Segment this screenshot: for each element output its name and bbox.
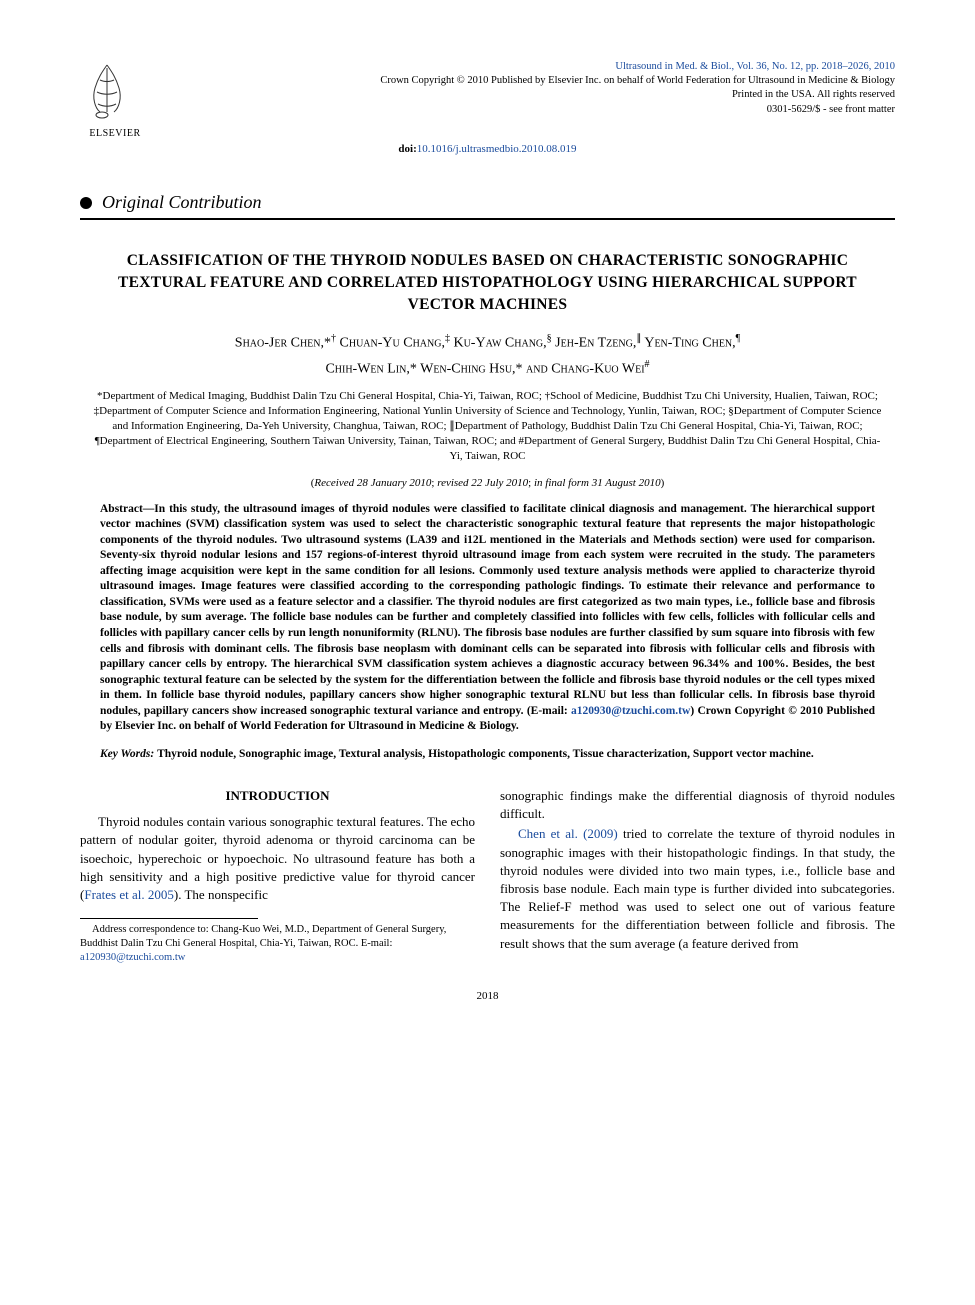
abstract: Abstract—In this study, the ultrasound i… [100,502,875,735]
journal-reference: Ultrasound in Med. & Biol., Vol. 36, No.… [80,60,895,74]
body-text: tried to correlate the texture of thyroi… [500,826,895,950]
article-title: CLASSIFICATION OF THE THYROID NODULES BA… [100,250,875,315]
introduction-heading: INTRODUCTION [80,787,475,805]
article-dates: (Received 28 January 2010; revised 22 Ju… [80,476,895,490]
page-header: ELSEVIER Ultrasound in Med. & Biol., Vol… [80,60,895,156]
body-columns: INTRODUCTION Thyroid nodules contain var… [80,787,895,964]
doi-label: doi: [398,143,416,155]
issn-line: 0301-5629/$ - see front matter [80,103,895,117]
bullet-icon [80,197,92,209]
abstract-email-link[interactable]: a120930@tzuchi.com.tw [571,705,690,717]
abstract-text: In this study, the ultrasound images of … [100,503,875,717]
page-number: 2018 [80,989,895,1003]
date-final: in final form 31 August 2010 [534,477,661,489]
body-text: sonographic findings make the differenti… [500,788,895,821]
body-paragraph: Chen et al. (2009) tried to correlate th… [500,825,895,952]
date-revised: revised 22 July 2010 [437,477,528,489]
section-type: Original Contribution [102,191,262,214]
header-meta: Ultrasound in Med. & Biol., Vol. 36, No.… [80,60,895,117]
printed-line: Printed in the USA. All rights reserved [80,88,895,102]
footnote-text: Address correspondence to: Chang-Kuo Wei… [80,924,446,949]
affiliations: *Department of Medical Imaging, Buddhist… [90,389,885,463]
citation-link[interactable]: Frates et al. 2005 [84,887,174,902]
copyright-line: Crown Copyright © 2010 Published by Else… [80,74,895,88]
keywords: Key Words: Thyroid nodule, Sonographic i… [100,747,875,763]
publisher-logo-block: ELSEVIER [80,60,150,140]
author-list: Shao-Jer Chen,*† Chuan-Yu Chang,‡ Ku-Yaw… [80,330,895,381]
publisher-name: ELSEVIER [80,127,150,140]
body-paragraph: sonographic findings make the differenti… [500,787,895,823]
correspondence-footnote: Address correspondence to: Chang-Kuo Wei… [80,923,475,964]
citation-link[interactable]: Chen et al. (2009) [518,826,618,841]
date-received: Received 28 January 2010 [314,477,431,489]
footnote-divider [80,918,258,919]
keywords-text: Thyroid nodule, Sonographic image, Textu… [157,748,814,760]
keywords-label: Key Words: [100,748,157,760]
footnote-email-link[interactable]: a120930@tzuchi.com.tw [80,952,185,963]
body-paragraph: Thyroid nodules contain various sonograp… [80,813,475,904]
doi-line: doi:10.1016/j.ultrasmedbio.2010.08.019 [80,142,895,156]
abstract-label: Abstract— [100,503,154,515]
elsevier-tree-icon [80,60,135,120]
section-marker: Original Contribution [80,191,895,214]
section-divider [80,218,895,220]
body-text: ). The nonspecific [174,887,268,902]
doi-link[interactable]: 10.1016/j.ultrasmedbio.2010.08.019 [417,143,577,155]
